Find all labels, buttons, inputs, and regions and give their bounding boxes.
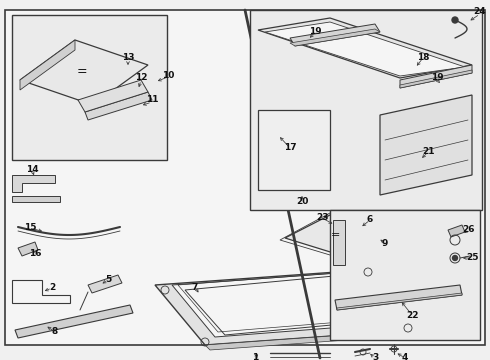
Text: 2: 2 xyxy=(49,284,55,292)
Text: 7: 7 xyxy=(192,283,198,292)
Text: 4: 4 xyxy=(402,354,408,360)
Polygon shape xyxy=(18,242,38,256)
Polygon shape xyxy=(333,220,345,265)
Polygon shape xyxy=(78,80,148,112)
Polygon shape xyxy=(155,270,415,345)
Text: 16: 16 xyxy=(29,248,41,257)
Text: 20: 20 xyxy=(296,198,308,207)
Polygon shape xyxy=(15,305,133,338)
Text: 26: 26 xyxy=(462,225,474,234)
Polygon shape xyxy=(88,275,122,293)
Text: 25: 25 xyxy=(466,253,478,262)
Text: 22: 22 xyxy=(406,310,418,320)
Polygon shape xyxy=(20,40,75,90)
Polygon shape xyxy=(172,272,395,337)
Text: =: = xyxy=(330,230,340,240)
Text: 15: 15 xyxy=(24,224,36,233)
Bar xyxy=(258,110,330,190)
Text: 11: 11 xyxy=(146,95,158,104)
Text: 1: 1 xyxy=(252,354,258,360)
Polygon shape xyxy=(290,29,380,46)
Polygon shape xyxy=(12,175,55,192)
Text: 17: 17 xyxy=(284,144,296,153)
Circle shape xyxy=(452,256,458,261)
Polygon shape xyxy=(205,330,415,350)
Text: 13: 13 xyxy=(122,54,134,63)
Text: 9: 9 xyxy=(382,238,388,248)
Text: =: = xyxy=(77,66,87,78)
Text: 3: 3 xyxy=(372,354,378,360)
Polygon shape xyxy=(285,215,385,255)
Circle shape xyxy=(452,17,458,23)
Text: 12: 12 xyxy=(135,73,147,82)
Polygon shape xyxy=(400,65,472,88)
Polygon shape xyxy=(335,285,462,310)
Text: 10: 10 xyxy=(162,71,174,80)
Polygon shape xyxy=(448,225,465,237)
Polygon shape xyxy=(290,24,380,46)
Polygon shape xyxy=(380,95,472,195)
Text: 19: 19 xyxy=(431,73,443,82)
Text: 5: 5 xyxy=(105,275,111,284)
Bar xyxy=(12,15,167,160)
Polygon shape xyxy=(400,70,472,88)
Text: 21: 21 xyxy=(422,148,434,157)
Text: 18: 18 xyxy=(417,54,429,63)
Text: 24: 24 xyxy=(474,8,486,17)
Polygon shape xyxy=(258,18,472,78)
Text: 8: 8 xyxy=(52,328,58,337)
Polygon shape xyxy=(85,92,152,120)
Bar xyxy=(250,10,482,210)
Polygon shape xyxy=(20,40,148,105)
Polygon shape xyxy=(12,196,60,202)
Text: 14: 14 xyxy=(25,166,38,175)
Text: 6: 6 xyxy=(367,216,373,225)
Text: 23: 23 xyxy=(316,213,328,222)
Polygon shape xyxy=(265,22,465,76)
Bar xyxy=(330,210,480,340)
Text: 19: 19 xyxy=(309,27,321,36)
Polygon shape xyxy=(337,293,462,310)
